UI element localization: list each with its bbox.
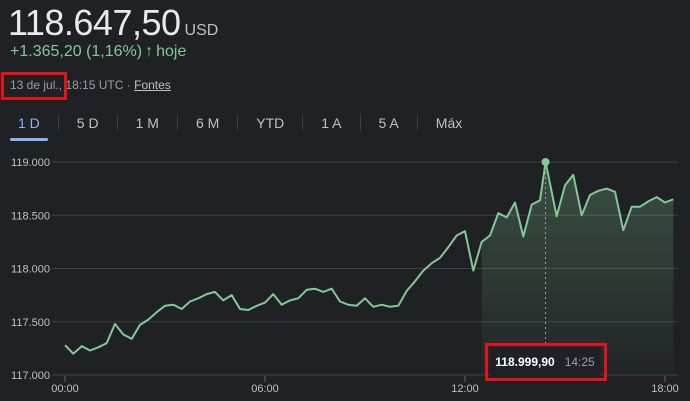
sources-link[interactable]: Fontes bbox=[134, 78, 171, 92]
tooltip-highlight-box bbox=[485, 343, 607, 381]
range-tabs: 1 D 5 D 1 M 6 M YTD 1 A 5 A Máx bbox=[0, 108, 480, 141]
tab-6m[interactable]: 6 M bbox=[195, 115, 220, 131]
date-highlight-box bbox=[1, 72, 67, 100]
tab-1a[interactable]: 1 A bbox=[321, 115, 342, 131]
svg-text:18:00: 18:00 bbox=[651, 383, 679, 395]
y-axis-labels: 117.000 117.500 118.000 118.500 119.000 bbox=[11, 157, 50, 382]
tab-1m[interactable]: 1 M bbox=[135, 115, 159, 131]
tab-divider bbox=[359, 115, 361, 131]
change-period: hoje bbox=[156, 43, 187, 60]
svg-text:119.000: 119.000 bbox=[11, 157, 50, 169]
tab-5d[interactable]: 5 D bbox=[76, 115, 99, 131]
tab-divider bbox=[302, 115, 304, 131]
x-axis-labels: 00:00 06:00 12:00 18:00 bbox=[51, 383, 679, 395]
tab-divider bbox=[237, 115, 239, 131]
current-price: 118.647,50 USD bbox=[8, 2, 218, 44]
arrow-up-icon: ↑ bbox=[145, 43, 154, 60]
svg-text:12:00: 12:00 bbox=[451, 383, 479, 395]
timestamp-row: 13 de jul., 18:15 UTC · Fontes bbox=[10, 78, 171, 92]
separator: · bbox=[126, 78, 131, 92]
price-line bbox=[64, 161, 674, 355]
tab-max[interactable]: Máx bbox=[435, 115, 463, 131]
currency-label: USD bbox=[184, 22, 219, 39]
svg-text:118.500: 118.500 bbox=[11, 210, 50, 222]
change-value: +1.365,20 (1,16%) bbox=[10, 43, 143, 60]
svg-text:06:00: 06:00 bbox=[251, 383, 279, 395]
tab-divider bbox=[57, 115, 59, 131]
tab-divider bbox=[176, 115, 178, 131]
highlight-point bbox=[541, 158, 550, 167]
price-value: 118.647,50 bbox=[8, 2, 181, 43]
svg-text:117.000: 117.000 bbox=[11, 370, 50, 382]
svg-text:118.000: 118.000 bbox=[11, 264, 50, 276]
tooltip-value: 118.999,90 bbox=[495, 355, 555, 369]
tab-1d[interactable]: 1 D bbox=[0, 111, 58, 141]
tab-divider bbox=[416, 115, 418, 131]
time-label: 18:15 UTC bbox=[65, 78, 124, 92]
tab-divider bbox=[116, 115, 118, 131]
tab-ytd[interactable]: YTD bbox=[256, 115, 285, 131]
svg-text:117.500: 117.500 bbox=[11, 317, 50, 329]
tooltip: 118.999,90 14:25 bbox=[490, 347, 600, 377]
date-label: 13 de jul., bbox=[10, 78, 63, 92]
price-change: +1.365,20 (1,16%) ↑ hoje bbox=[10, 43, 186, 61]
tooltip-time: 14:25 bbox=[564, 355, 595, 369]
svg-text:00:00: 00:00 bbox=[51, 383, 79, 395]
tab-5a[interactable]: 5 A bbox=[378, 115, 399, 131]
